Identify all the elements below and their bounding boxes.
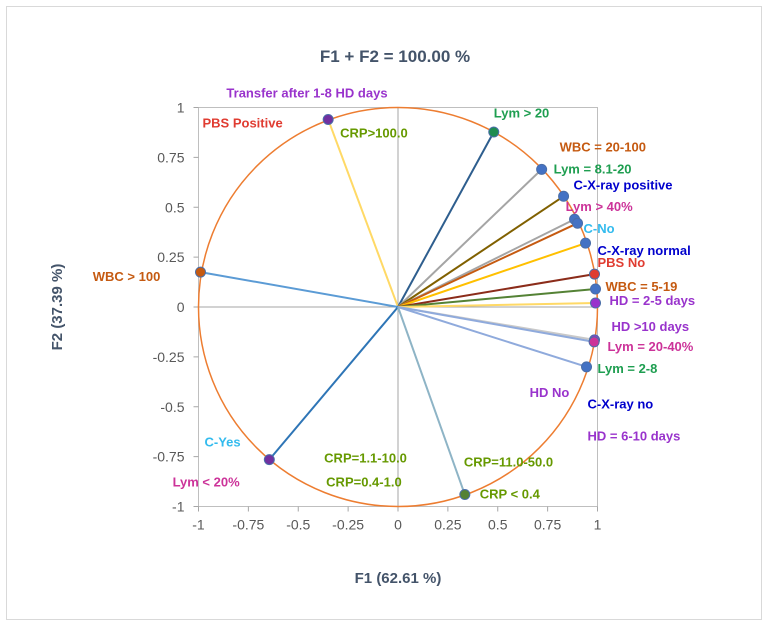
- point-label: WBC = 5-19: [605, 279, 677, 294]
- data-point: [590, 283, 602, 295]
- data-point: [572, 217, 584, 229]
- point-label: HD = 6-10 days: [588, 429, 681, 444]
- point-label: Lym = 2-8: [598, 361, 658, 376]
- x-tick-label: 0.5: [488, 517, 508, 533]
- data-point: [263, 454, 275, 466]
- point-label: C-X-ray no: [588, 397, 654, 412]
- x-tick-label: -1: [192, 517, 205, 533]
- vector-line: [397, 273, 595, 308]
- y-axis-title: F2 (37.39 %): [49, 264, 66, 351]
- data-point: [536, 163, 548, 175]
- y-tick-label: -0.75: [153, 449, 185, 465]
- y-tick-label: 0.75: [157, 149, 184, 165]
- point-label: C-No: [584, 221, 615, 236]
- x-tick-label: 0.25: [434, 517, 461, 533]
- vector-line: [397, 306, 466, 495]
- point-label: Lym = 20-40%: [607, 339, 693, 354]
- y-tick-label: 1: [177, 100, 185, 116]
- point-label: C-X-ray normal: [598, 243, 691, 258]
- data-point: [581, 361, 593, 373]
- y-tick-label: 0.5: [165, 199, 185, 215]
- data-point: [590, 297, 602, 309]
- point-label: CRP>100.0: [340, 125, 408, 140]
- point-label: WBC > 100: [93, 269, 161, 284]
- vector-line: [397, 288, 596, 308]
- x-axis-title: F1 (62.61 %): [355, 570, 442, 587]
- vector-line: [397, 306, 587, 368]
- vector-line: [327, 119, 399, 308]
- vector-line: [268, 306, 399, 461]
- point-labels-layer: Transfer after 1-8 HD days PBS Positive CR…: [93, 86, 695, 502]
- y-tick-label: 0.25: [157, 249, 184, 265]
- point-label: CRP=11.0-50.0: [464, 455, 553, 470]
- chart-title: F1 + F2 = 100.00 %: [320, 47, 470, 66]
- vector-line: [397, 222, 578, 308]
- data-point: [588, 336, 600, 348]
- point-label: CRP=1.1-10.0: [324, 451, 407, 466]
- vector-line: [200, 271, 399, 308]
- point-label: PBS Positive: [202, 115, 282, 130]
- vector-line: [397, 195, 565, 308]
- data-point: [589, 268, 601, 280]
- data-point: [459, 489, 471, 501]
- x-tick-label: 0: [394, 517, 402, 533]
- vector-line: [397, 302, 596, 308]
- vector-line: [397, 168, 543, 308]
- point-label: C-Yes: [204, 435, 240, 450]
- points-layer: [194, 113, 602, 501]
- vector-line: [397, 131, 495, 308]
- vector-lines-layer: [200, 119, 596, 495]
- point-label: PBS No: [598, 255, 646, 270]
- x-tick-label: 1: [594, 517, 602, 533]
- x-tick-label: -0.75: [232, 517, 264, 533]
- y-tick-label: -1: [172, 499, 185, 515]
- point-label: HD = 2-5 days: [609, 293, 695, 308]
- point-label: WBC = 20-100: [560, 139, 646, 154]
- data-point: [580, 237, 592, 249]
- y-tick-label: -0.5: [160, 399, 184, 415]
- point-label: Lym < 20%: [173, 475, 241, 490]
- tick-labels-layer: -1 -0.75 -0.5 -0.25 0 0.25 0.5 0.75 1 1 0.75 0.5 0.2…: [153, 100, 602, 533]
- point-label: Lym = 8.1-20: [554, 161, 632, 176]
- point-label: Lym > 20: [494, 105, 550, 120]
- x-tick-label: 0.75: [534, 517, 561, 533]
- point-label: HD No: [530, 385, 570, 400]
- point-label: CRP=0.4-1.0: [326, 475, 402, 490]
- x-tick-label: -0.5: [286, 517, 310, 533]
- y-tick-label: 0: [177, 299, 185, 315]
- y-tick-label: -0.25: [153, 349, 185, 365]
- data-point: [488, 126, 500, 138]
- data-point: [558, 190, 570, 202]
- point-label: Lym > 40%: [566, 199, 634, 214]
- data-point: [194, 266, 206, 278]
- vector-line: [397, 242, 586, 308]
- data-point: [322, 113, 334, 125]
- vector-line: [397, 306, 595, 343]
- x-tick-label: -0.25: [332, 517, 364, 533]
- point-label: C-X-ray positive: [574, 177, 673, 192]
- point-label: Transfer after 1-8 HD days: [226, 86, 387, 101]
- point-label: CRP < 0.4: [480, 487, 541, 502]
- point-label: HD >10 days: [611, 319, 689, 334]
